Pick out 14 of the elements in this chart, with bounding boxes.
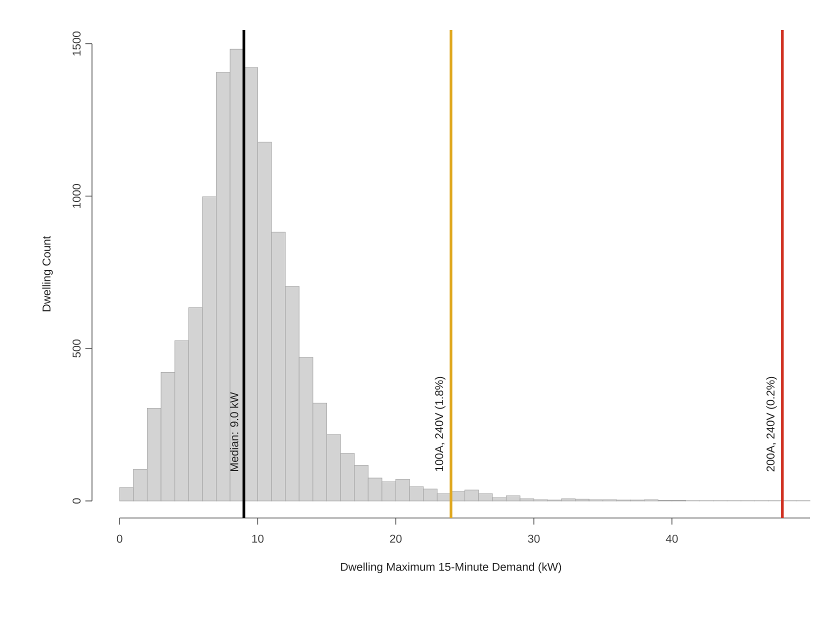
ref-line-label: 100A, 240V (1.8%) <box>434 376 446 472</box>
y-tick-label: 1000 <box>72 184 81 208</box>
x-tick-label: 40 <box>666 534 678 543</box>
ref-line-label: Median: 9.0 kW <box>230 392 238 471</box>
x-tick-label: 0 <box>116 534 122 543</box>
x-tick-label: 30 <box>528 534 540 543</box>
y-axis-title: Dwelling Count <box>42 236 53 312</box>
y-tick-label: 500 <box>72 340 81 358</box>
x-tick-label: 10 <box>252 534 264 543</box>
x-tick-label: 20 <box>390 534 402 543</box>
ref-line-label: 200A, 240V (0.2%) <box>766 376 777 472</box>
y-tick-label: 0 <box>72 498 81 504</box>
x-axis-title: Dwelling Maximum 15-Minute Demand (kW) <box>341 562 562 574</box>
y-tick-label: 1500 <box>72 32 81 56</box>
